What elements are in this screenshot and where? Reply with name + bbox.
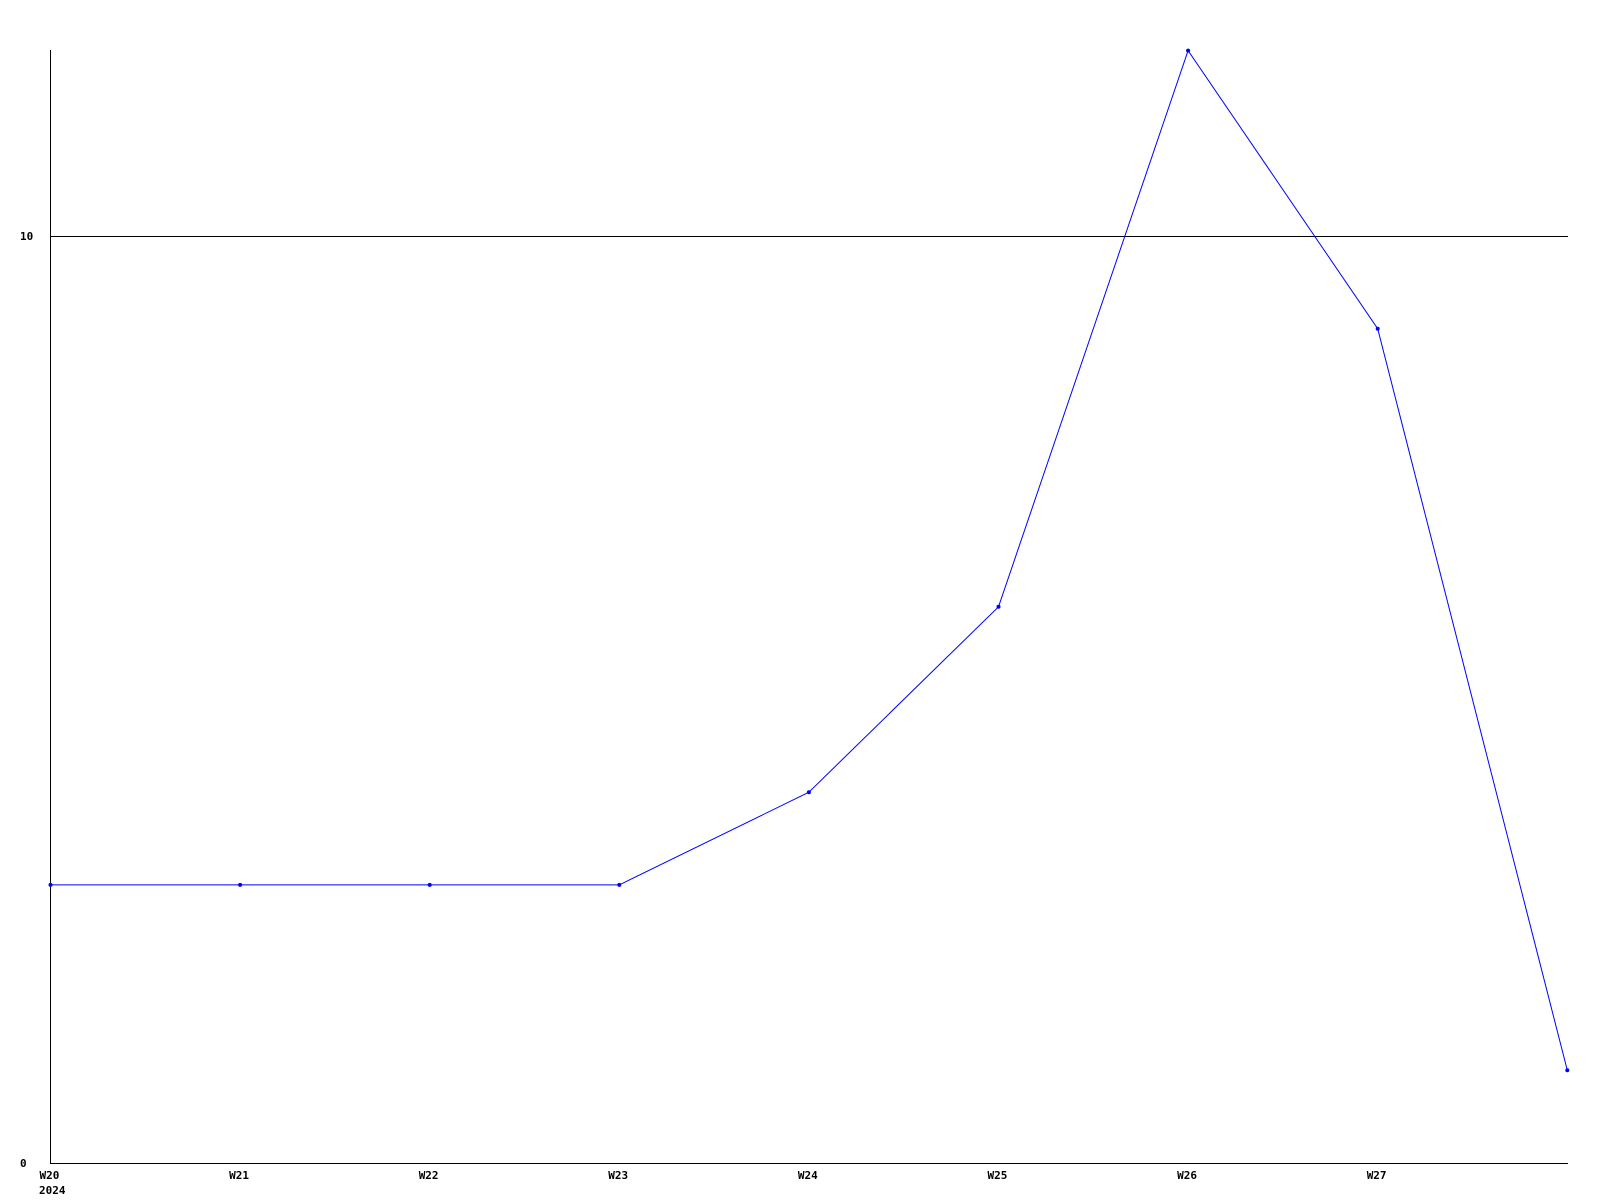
series-line [50,49,1568,1071]
data-point [427,882,432,887]
x-tick-label: W22 [419,1169,439,1182]
data-point [1186,48,1191,53]
y-tick-label: 10 [20,230,33,243]
x-tick-label: W27 [1367,1169,1387,1182]
x-tick-label: W23 [608,1169,628,1182]
x-tick-label: W24 [798,1169,818,1182]
x-tick-label: W26 [1177,1169,1197,1182]
data-point [48,882,53,887]
data-point [1565,1068,1570,1073]
data-point [806,790,811,795]
data-point [1375,326,1380,331]
y-tick-label: 0 [20,1157,27,1170]
x-year-label: 2024 [39,1184,66,1197]
x-tick-label: W25 [988,1169,1008,1182]
data-point [238,882,243,887]
x-tick-label: W20 [40,1169,60,1182]
data-point [996,604,1001,609]
data-point [617,882,622,887]
x-tick-label: W21 [229,1169,249,1182]
